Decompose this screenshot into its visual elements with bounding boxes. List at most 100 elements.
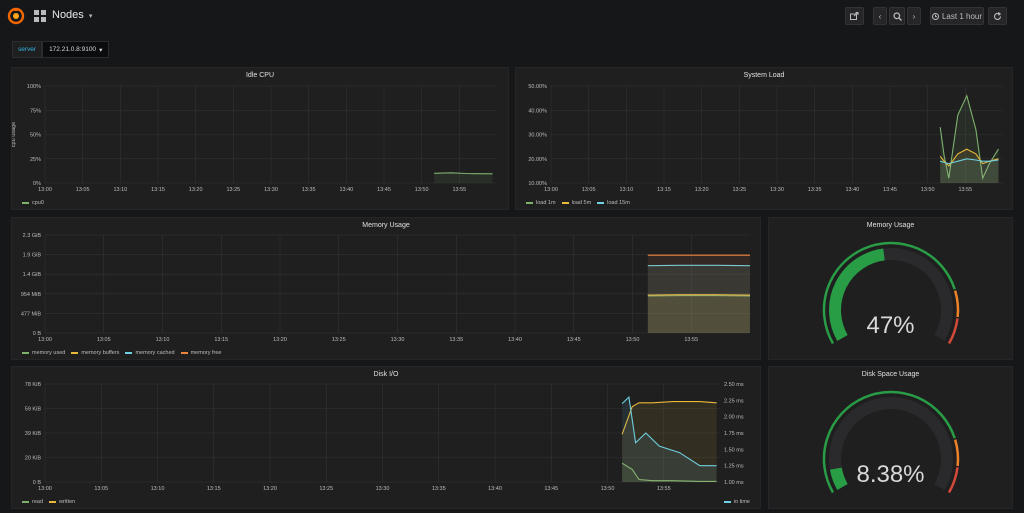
legend-swatch	[71, 352, 79, 354]
time-range-picker[interactable]: Last 1 hour	[930, 7, 984, 25]
legend-item[interactable]: memory used	[22, 350, 65, 356]
x-tick-label: 13:20	[695, 187, 709, 193]
disk-io-chart: 0 B 20 KiB 39 KiB 59 KiB 78 KiB 1.00 ms 1.25 m…	[25, 382, 744, 492]
caret-down-icon: ▾	[99, 46, 103, 54]
x-tick-label: 13:00	[38, 187, 52, 193]
idle-cpu-panel: Idle CPU 0% 25% 50% 75% 100% 13:00 13:05 13:10 1…	[11, 67, 509, 210]
x-tick-label: 13:35	[449, 337, 463, 343]
legend-swatch	[597, 202, 605, 204]
x-tick-label: 13:45	[883, 187, 897, 193]
x-tick-label: 13:25	[732, 187, 746, 193]
gauge-value: 8.38%	[856, 461, 925, 488]
legend-item[interactable]: load 5m	[561, 200, 591, 206]
y-tick-label: 1.9 GiB	[23, 253, 42, 259]
refresh-button[interactable]	[988, 7, 1007, 25]
legend-item[interactable]: io time	[723, 499, 750, 505]
series-area-io-time	[622, 397, 717, 482]
x-tick-label: 13:40	[508, 337, 522, 343]
legend-item[interactable]: load 15m	[597, 200, 630, 206]
y-right-tick-label: 1.75 ms	[724, 431, 744, 437]
x-tick-label: 13:30	[770, 187, 784, 193]
x-tick-label: 13:40	[339, 187, 353, 193]
x-tick-label: 13:45	[544, 486, 558, 492]
x-tick-label: 13:55	[958, 187, 972, 193]
dashboard-title: Nodes	[52, 9, 84, 21]
grafana-logo-icon[interactable]	[7, 7, 25, 25]
series-area-memory-free	[647, 255, 750, 333]
x-tick-label: 13:15	[214, 337, 228, 343]
memory-usage-gauge	[822, 241, 960, 345]
x-tick-label: 13:05	[76, 187, 90, 193]
system-load-panel: System Load 10.00% 20.00% 30.00% 40.00% 50.0…	[515, 67, 1013, 210]
x-tick-label: 13:20	[273, 337, 287, 343]
panel-title[interactable]: Memory Usage	[866, 222, 915, 229]
legend-item[interactable]: memory free	[180, 350, 221, 356]
legend-label: memory cached	[135, 350, 175, 356]
chevron-left-icon: ‹	[878, 11, 882, 21]
time-back-button[interactable]: ‹	[873, 7, 887, 25]
panel-title[interactable]: System Load	[743, 72, 785, 79]
series-area-load-5m	[940, 149, 999, 183]
x-tick-label: 13:55	[684, 337, 698, 343]
legend-swatch	[180, 352, 188, 354]
y-tick-label: 20.00%	[528, 157, 547, 163]
zoom-out-button[interactable]	[889, 7, 905, 25]
legend-label: written	[59, 499, 76, 505]
template-variable-server: server 172.21.0.8:9100 ▾	[12, 41, 110, 58]
y-tick-label: 40.00%	[528, 108, 547, 114]
dashboard-picker[interactable]: Nodes ▾	[52, 9, 92, 21]
time-forward-button[interactable]: ›	[907, 7, 921, 25]
legend-item[interactable]: read	[22, 499, 43, 505]
legend-label: load 1m	[536, 200, 556, 206]
x-tick-label: 13:30	[376, 486, 390, 492]
threshold-red	[947, 318, 959, 345]
legend-item[interactable]: load 1m	[526, 200, 556, 206]
legend-item[interactable]: written	[49, 499, 75, 505]
dashboard-grid-icon	[34, 10, 46, 22]
legend-swatch	[125, 352, 133, 354]
legend-label: read	[32, 499, 44, 505]
memory-usage-gauge-panel: Memory Usage 47%	[768, 217, 1013, 360]
x-tick-label: 13:05	[582, 187, 596, 193]
y-tick-label: 0 B	[33, 331, 42, 337]
series-line-load-15m	[940, 158, 999, 165]
x-tick-label: 13:00	[544, 187, 558, 193]
legend-item[interactable]: memory buffers	[71, 350, 119, 356]
top-navbar: Nodes ▾ ‹ › Last 1 hour	[0, 0, 1024, 34]
panel-title[interactable]: Disk I/O	[373, 371, 399, 378]
x-tick-label: 13:10	[619, 187, 633, 193]
panel-title[interactable]: Memory Usage	[362, 222, 410, 229]
series-area-load-15m	[940, 158, 999, 183]
variable-label: server	[12, 41, 43, 58]
time-range-label: Last 1 hour	[941, 11, 983, 21]
x-tick-label: 13:00	[38, 337, 52, 343]
series-line-cpu0	[434, 172, 493, 175]
y-tick-label: 477 MiB	[21, 311, 42, 317]
series-area-memory-buffers	[647, 294, 750, 333]
x-tick-label: 13:20	[189, 187, 203, 193]
share-icon	[850, 12, 859, 20]
y-tick-label: 39 KiB	[25, 431, 42, 437]
x-tick-label: 13:45	[377, 187, 391, 193]
memory-usage-graph-panel: Memory Usage 0 B 477 MiB 954 MiB 1.4 GiB 1.9…	[11, 217, 761, 360]
legend: memory used memory buffers memory cached me…	[22, 350, 221, 356]
threshold-orange	[953, 439, 960, 467]
y-tick-label: 50.00%	[528, 84, 547, 90]
share-button[interactable]	[845, 7, 864, 25]
y-right-tick-label: 1.00 ms	[724, 480, 744, 486]
y-right-tick-label: 1.50 ms	[724, 447, 744, 453]
panel-title[interactable]: Disk Space Usage	[861, 371, 920, 378]
legend-label: io time	[733, 499, 750, 505]
legend-item[interactable]: cpu0	[22, 200, 44, 206]
x-tick-label: 13:35	[432, 486, 446, 492]
x-tick-label: 13:55	[657, 486, 671, 492]
y-tick-label: 2.3 GiB	[23, 233, 42, 239]
legend-item[interactable]: memory cached	[125, 350, 175, 356]
series-line-io-time	[621, 395, 717, 467]
variable-value-dropdown[interactable]: 172.21.0.8:9100 ▾	[42, 41, 110, 58]
y-right-tick-label: 1.25 ms	[724, 464, 744, 470]
zoom-out-icon	[892, 11, 902, 21]
panel-title[interactable]: Idle CPU	[245, 72, 274, 79]
x-tick-label: 13:40	[488, 486, 502, 492]
y-tick-label: 100%	[27, 84, 41, 90]
